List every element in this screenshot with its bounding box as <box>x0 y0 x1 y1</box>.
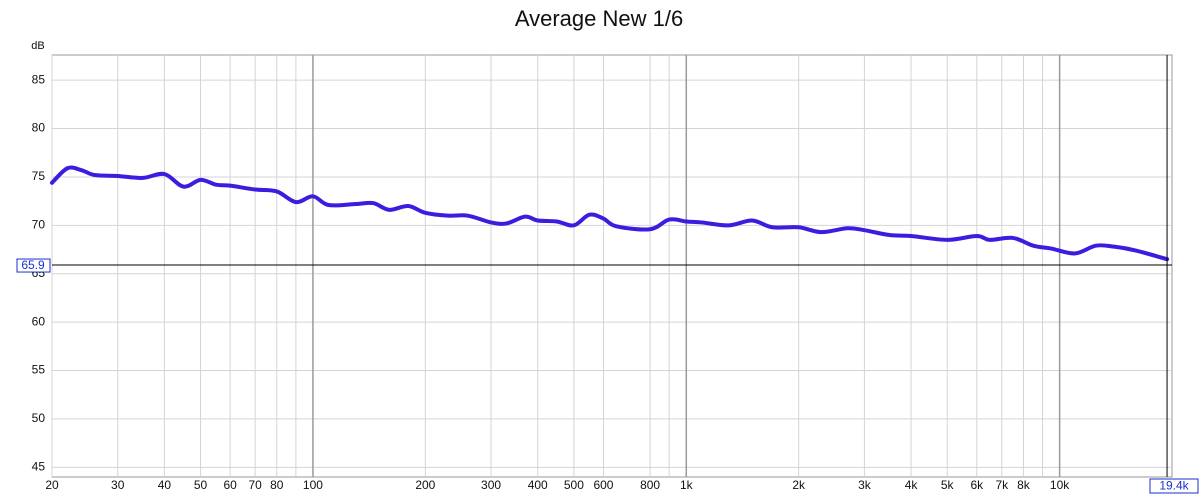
cursor-label: 65.9 <box>21 258 45 272</box>
chart-title: Average New 1/6 <box>515 6 683 31</box>
x-tick-label: 40 <box>158 478 172 492</box>
x-tick-label: 4k <box>905 478 919 492</box>
x-tick-label: 8k <box>1017 478 1031 492</box>
y-tick-label: 80 <box>32 121 46 135</box>
y-tick-label: 70 <box>32 218 46 232</box>
x-tick-label: 600 <box>593 478 613 492</box>
x-tick-label: 50 <box>194 478 208 492</box>
x-tick-label: 400 <box>528 478 548 492</box>
y-axis-label: dB <box>31 40 44 52</box>
y-tick-label: 50 <box>32 411 46 425</box>
x-tick-label: 20 <box>45 478 59 492</box>
y-tick-label: 85 <box>32 72 46 86</box>
x-tick-label: 10k <box>1050 478 1070 492</box>
x-tick-label: 1k <box>680 478 694 492</box>
x-tick-label: 500 <box>564 478 584 492</box>
x-tick-label: 100 <box>303 478 323 492</box>
x-tick-label: 70 <box>248 478 262 492</box>
plot-area <box>51 54 1173 478</box>
x-tick-label: 2k <box>792 478 806 492</box>
cursor-box <box>1149 478 1199 494</box>
response-curve <box>50 165 1170 262</box>
x-tick-label: 30 <box>111 478 125 492</box>
x-tick-label: 800 <box>640 478 660 492</box>
x-tick-label: 7k <box>995 478 1009 492</box>
x-tick-label: 300 <box>481 478 501 492</box>
y-tick-label: 45 <box>32 459 46 473</box>
x-tick-label: 60 <box>223 478 237 492</box>
x-tick-label: 200 <box>415 478 435 492</box>
cursor-label: 19.4k <box>1159 479 1189 493</box>
y-tick-label: 55 <box>32 363 46 377</box>
y-tick-label: 60 <box>32 314 46 328</box>
x-tick-label: 6k <box>970 478 984 492</box>
x-tick-label: 5k <box>941 478 955 492</box>
y-tick-label: 75 <box>32 169 46 183</box>
cursor-box <box>16 258 51 273</box>
x-tick-label: 3k <box>858 478 872 492</box>
x-tick-label: 80 <box>270 478 284 492</box>
